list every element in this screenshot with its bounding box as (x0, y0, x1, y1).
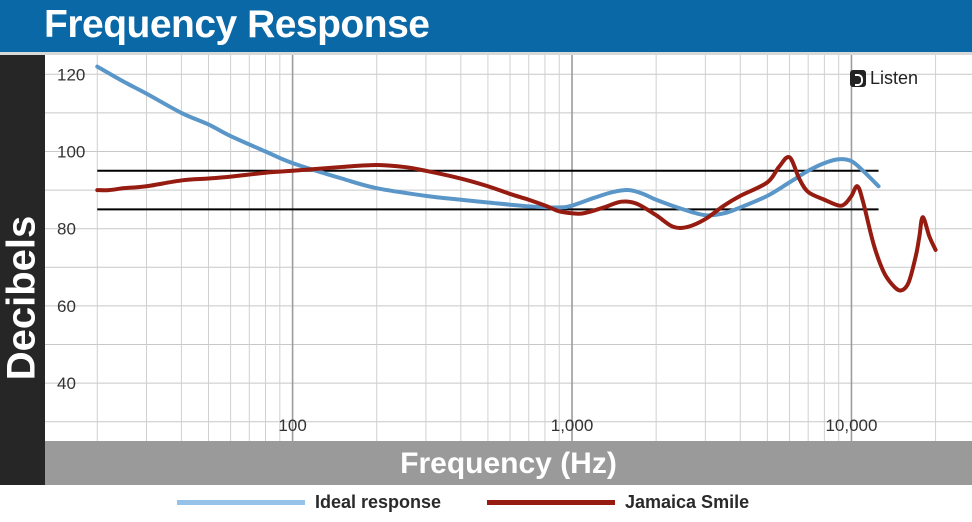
grid-lines (45, 55, 972, 441)
series-lines (95, 64, 938, 293)
legend-label-ideal: Ideal response (315, 491, 442, 512)
chart-plot-area: 40 60 80 100 120 100 1,000 10,000 (45, 55, 972, 441)
legend-label-device: Jamaica Smile (625, 491, 750, 512)
x-axis-label-bar: Frequency (Hz) (45, 441, 972, 485)
y-axis-label: Decibels (0, 215, 44, 381)
legend-item-device: Jamaica Smile (487, 488, 749, 516)
y-tick-label: 100 (57, 143, 85, 162)
y-tick-label: 120 (57, 65, 85, 84)
y-tick-label: 40 (57, 374, 76, 393)
brand-name: Listen (870, 68, 919, 88)
x-tick-label: 1,000 (551, 416, 594, 435)
y-axis-label-bar: Decibels (0, 55, 45, 485)
x-axis-label: Frequency (Hz) (400, 447, 617, 480)
x-tick-label: 10,000 (825, 416, 877, 435)
legend: Ideal response Jamaica Smile (0, 488, 972, 518)
listen-logo-icon (850, 70, 866, 87)
legend-swatch-device (487, 499, 615, 505)
brand-logo: Listen (850, 68, 918, 89)
y-tick-label: 80 (57, 220, 76, 239)
page-title: Frequency Response (44, 3, 430, 46)
reference-band (97, 169, 879, 211)
legend-swatch-ideal (177, 499, 305, 505)
legend-item-ideal: Ideal response (177, 488, 441, 516)
title-bar: Frequency Response (0, 0, 972, 55)
series-line-ideal-response (95, 64, 881, 218)
x-tick-label: 100 (278, 416, 306, 435)
y-tick-label: 60 (57, 297, 76, 316)
tick-labels: 40 60 80 100 120 100 1,000 10,000 (57, 65, 877, 435)
series-line-jamaica-smile (95, 155, 938, 293)
